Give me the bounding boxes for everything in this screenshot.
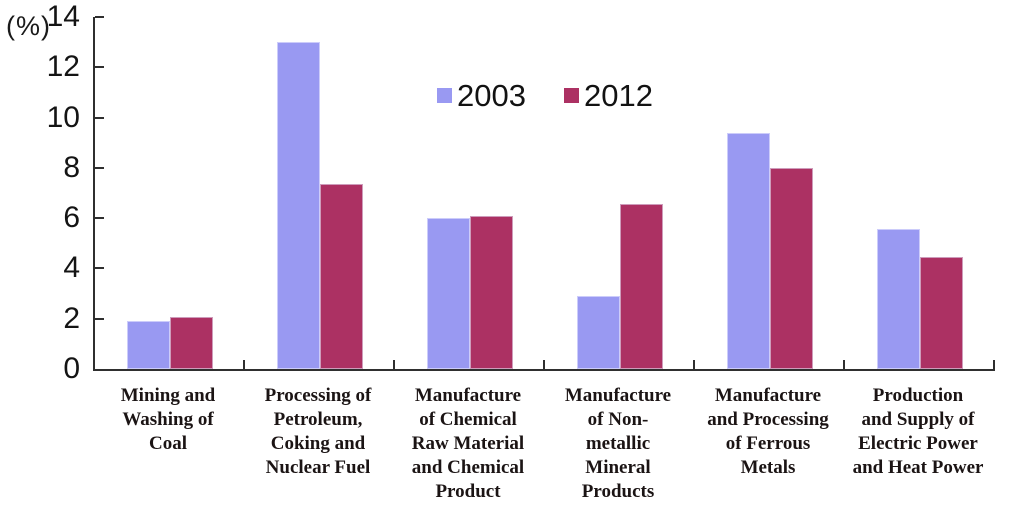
legend: 2003 2012 xyxy=(437,80,653,111)
legend-swatch-2003 xyxy=(437,88,452,103)
y-tick-label-2: 2 xyxy=(63,301,80,335)
y-tick-label-8: 8 xyxy=(63,150,80,184)
bar-2012-group4 xyxy=(620,204,663,369)
y-tick-label-4: 4 xyxy=(63,251,80,285)
y-tick-mark-14 xyxy=(95,16,104,18)
plot-area xyxy=(93,16,995,371)
y-tick-mark-6 xyxy=(95,217,104,220)
legend-swatch-2012 xyxy=(563,88,579,103)
y-tick-mark-8 xyxy=(95,166,104,169)
bar-2003-group4 xyxy=(577,296,620,369)
bar-2003-group1 xyxy=(127,321,170,369)
x-tick-mark-2 xyxy=(393,360,395,369)
legend-label-2003: 2003 xyxy=(457,78,526,113)
bar-2003-group5 xyxy=(727,132,770,369)
x-axis-label-group2: Processing of Petroleum, Coking and Nucl… xyxy=(264,385,372,478)
bar-2012-group5 xyxy=(770,167,813,369)
y-tick-label-12: 12 xyxy=(46,50,80,84)
bar-2012-group3 xyxy=(470,215,513,369)
x-axis-label-group5: Manufacture and Processing of Ferrous Me… xyxy=(707,385,829,478)
bar-2003-group6 xyxy=(877,229,920,369)
legend-item-2012: 2012 xyxy=(563,78,653,113)
legend-label-2012: 2012 xyxy=(583,78,653,113)
y-tick-mark-2 xyxy=(95,317,104,320)
y-tick-mark-10 xyxy=(95,116,104,119)
x-tick-mark-1 xyxy=(243,360,245,369)
bar-2012-group6 xyxy=(920,257,963,369)
y-axis-unit-label: (%) xyxy=(6,11,51,41)
x-tick-mark-3 xyxy=(543,360,545,369)
bar-2012-group2 xyxy=(320,184,363,369)
bar-2003-group2 xyxy=(277,42,320,369)
x-axis-label-group4: Manufacture of Non- metallic Mineral Pro… xyxy=(564,385,672,502)
bar-2003-group3 xyxy=(427,218,470,369)
x-axis-label-group6: Production and Supply of Electric Power … xyxy=(852,385,984,478)
y-tick-mark-12 xyxy=(95,66,104,69)
x-axis-label-group3: Manufacture of Chemical Raw Material and… xyxy=(411,385,525,502)
x-axis-label-group1: Mining and Washing of Coal xyxy=(120,385,216,454)
x-tick-mark-5 xyxy=(843,360,845,369)
y-tick-label-6: 6 xyxy=(63,201,80,235)
y-tick-label-14: 14 xyxy=(46,0,80,33)
y-tick-mark-4 xyxy=(95,267,104,270)
bar-2012-group1 xyxy=(170,317,213,369)
legend-item-2003: 2003 xyxy=(437,80,526,111)
x-tick-mark-6 xyxy=(993,360,995,369)
x-tick-mark-4 xyxy=(693,360,695,369)
y-tick-label-0: 0 xyxy=(63,352,80,385)
y-tick-label-10: 10 xyxy=(46,100,80,134)
